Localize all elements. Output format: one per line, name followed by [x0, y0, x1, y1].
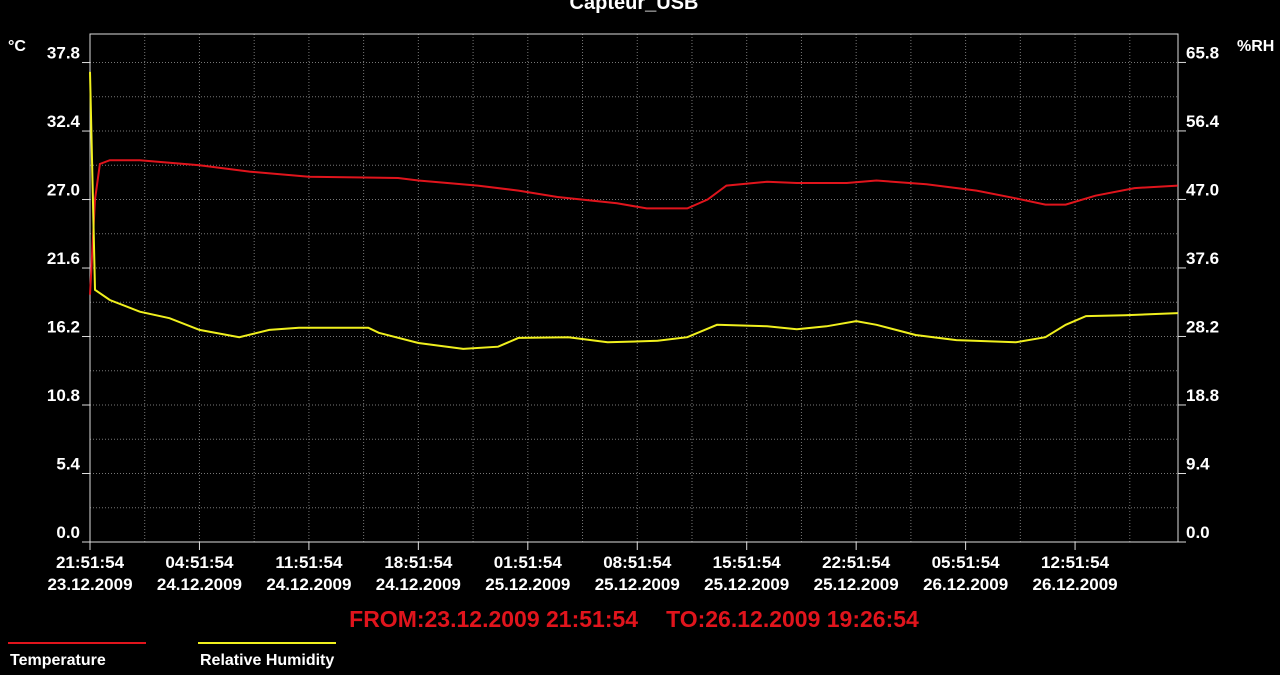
x-tick-date: 25.12.2009 — [704, 575, 789, 594]
y-right-tick-label: 9.4 — [1186, 454, 1210, 473]
x-tick-time: 04:51:54 — [165, 553, 234, 572]
plot-frame — [89, 33, 1179, 543]
x-tick-date: 25.12.2009 — [595, 575, 680, 594]
legend-item-humidity: Relative Humidity — [190, 642, 336, 670]
y-left-tick-label: 16.2 — [47, 318, 80, 337]
x-tick-date: 26.12.2009 — [923, 575, 1008, 594]
y-right-tick-label: 0.0 — [1186, 523, 1210, 542]
x-tick-time: 15:51:54 — [713, 553, 782, 572]
legend-label: Relative Humidity — [200, 652, 335, 669]
x-tick-date: 24.12.2009 — [157, 575, 242, 594]
left-axis-unit: °C — [8, 38, 26, 55]
y-right-tick-label: 18.8 — [1186, 386, 1219, 405]
x-tick-date: 25.12.2009 — [485, 575, 570, 594]
x-tick-time: 12:51:54 — [1041, 553, 1110, 572]
x-tick-date: 25.12.2009 — [814, 575, 899, 594]
y-right-tick-label: 56.4 — [1186, 112, 1220, 131]
y-left-tick-label: 21.6 — [47, 249, 80, 268]
date-range-label: FROM:23.12.2009 21:51:54 TO:26.12.2009 19… — [0, 606, 1268, 633]
y-left-tick-label: 10.8 — [47, 386, 80, 405]
range-from: FROM:23.12.2009 21:51:54 — [349, 606, 639, 632]
series-line-relative-humidity — [89, 71, 1178, 350]
x-tick-date: 24.12.2009 — [266, 575, 351, 594]
x-tick-time: 21:51:54 — [56, 553, 125, 572]
x-tick-date: 24.12.2009 — [376, 575, 461, 594]
chart-plot: 0.0 5.4 10.8 16.2 21.6 27.0 32.4 37.8 0.0 9.4 18.8… — [47, 33, 1220, 594]
x-tick-date: 26.12.2009 — [1033, 575, 1118, 594]
x-tick-time: 08:51:54 — [603, 553, 672, 572]
y-right-tick-label: 47.0 — [1186, 180, 1219, 199]
y-left-tick-label: 32.4 — [47, 112, 81, 131]
y-left-tick-label: 27.0 — [47, 181, 80, 200]
x-tick-time: 11:51:54 — [275, 553, 343, 572]
chart-title: Capteur_USB — [569, 0, 699, 14]
right-axis-unit: %RH — [1237, 38, 1275, 55]
legend-swatch-humidity — [198, 642, 336, 644]
x-tick-time: 01:51:54 — [494, 553, 563, 572]
legend-item-temperature: Temperature — [0, 642, 146, 670]
x-tick-time: 22:51:54 — [822, 553, 891, 572]
y-left-tick-label: 5.4 — [56, 455, 80, 474]
range-to: TO:26.12.2009 19:26:54 — [666, 606, 919, 632]
y-left-tick-label: 37.8 — [47, 44, 80, 63]
legend-swatch-temperature — [8, 642, 146, 644]
legend-label: Temperature — [10, 652, 106, 669]
x-tick-time: 05:51:54 — [932, 553, 1001, 572]
y-left-tick-label: 0.0 — [56, 523, 80, 542]
y-right-tick-label: 28.2 — [1186, 317, 1219, 336]
y-right-tick-label: 37.6 — [1186, 249, 1219, 268]
x-tick-date: 23.12.2009 — [47, 575, 132, 594]
y-right-tick-label: 65.8 — [1186, 43, 1219, 62]
series-line-temperature — [89, 159, 1178, 295]
x-tick-time: 18:51:54 — [384, 553, 453, 572]
